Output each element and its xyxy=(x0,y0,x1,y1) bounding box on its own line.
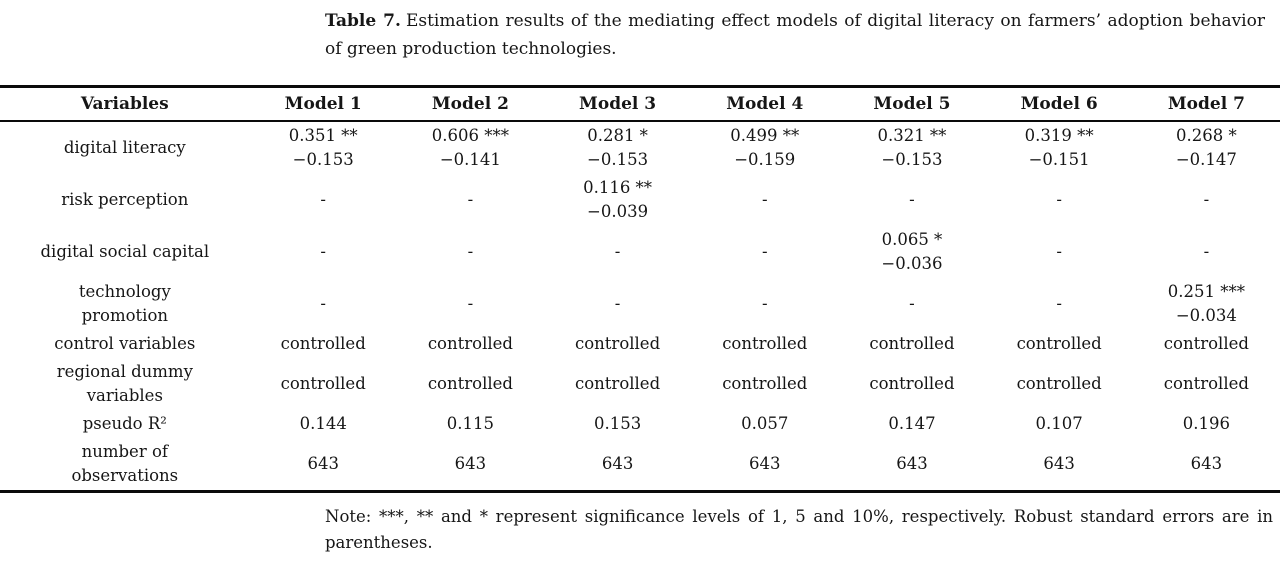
column-header-model1: Model 1 xyxy=(249,86,397,122)
caption-label: Table 7. xyxy=(325,11,401,31)
value-cell: 643 xyxy=(454,454,487,473)
value-cell: - xyxy=(761,190,768,209)
table-header: Variables Model 1 Model 2 Model 3 Model … xyxy=(0,86,1280,122)
value-cell: 0.116 ** −0.039 xyxy=(583,178,653,221)
estimation-table: Variables Model 1 Model 2 Model 3 Model … xyxy=(0,85,1280,493)
column-header-model2: Model 2 xyxy=(396,86,544,122)
value-cell: 643 xyxy=(601,454,634,473)
value-cell: - xyxy=(909,294,915,313)
value-cell: 0.115 xyxy=(446,414,495,433)
value-cell: 0.319 ** −0.151 xyxy=(1024,126,1094,169)
value-cell: 0.153 xyxy=(593,414,642,433)
value-cell: 0.147 xyxy=(888,414,936,433)
table-row: digital social capital - - - - 0.065 * −0.036… xyxy=(0,226,1280,278)
value-cell: 643 xyxy=(749,454,781,473)
value-cell: controlled xyxy=(1016,374,1102,393)
value-cell: 0.065 * −0.036 xyxy=(881,230,943,273)
column-header-model6: Model 6 xyxy=(985,86,1133,122)
value-cell: controlled xyxy=(280,374,366,393)
value-cell: 643 xyxy=(1043,454,1075,473)
value-cell: 0.321 ** −0.153 xyxy=(877,126,947,169)
table-row: control variables controlled controlled con… xyxy=(0,330,1280,358)
value-cell: 0.107 xyxy=(1035,414,1083,433)
table-row: pseudo R² 0.144 0.115 0.153 0.057 0.147 0.107 0… xyxy=(0,410,1280,438)
value-cell: - xyxy=(1056,242,1062,261)
row-label: digital literacy xyxy=(63,138,186,157)
value-cell: - xyxy=(1056,190,1062,209)
table-caption: Table 7. Estimation results of the mediat… xyxy=(325,7,1265,63)
value-cell: controlled xyxy=(722,334,808,353)
column-header-variables: Variables xyxy=(0,86,250,122)
column-header-model7: Model 7 xyxy=(1132,86,1280,122)
table-row: regional dummy variables controlled contro… xyxy=(0,358,1280,410)
row-label: number of observations xyxy=(71,442,179,485)
value-cell: - xyxy=(467,190,474,209)
value-cell: 643 xyxy=(1190,454,1223,473)
value-cell: 0.251 *** −0.034 xyxy=(1167,282,1245,325)
caption-text: Estimation results of the mediating effe… xyxy=(325,11,1265,59)
value-cell: controlled xyxy=(869,374,955,393)
value-cell: 643 xyxy=(307,454,339,473)
value-cell: controlled xyxy=(280,334,366,353)
value-cell: 0.268 * −0.147 xyxy=(1175,126,1237,169)
column-header-model3: Model 3 xyxy=(543,86,692,122)
table-row: digital literacy 0.351 ** −0.153 0.606 ***… xyxy=(0,121,1280,174)
value-cell: 0.057 xyxy=(741,414,789,433)
value-cell: controlled xyxy=(869,334,955,353)
table-note: Note: ***, ** and * represent significan… xyxy=(325,507,1273,552)
value-cell: controlled xyxy=(427,374,513,393)
value-cell: 0.196 xyxy=(1182,414,1230,433)
value-cell: - xyxy=(1056,294,1062,313)
row-label: regional dummy variables xyxy=(56,362,193,405)
row-label: digital social capital xyxy=(40,242,210,261)
row-label: technology promotion xyxy=(78,282,171,325)
value-cell: controlled xyxy=(1163,374,1249,393)
value-cell: 0.351 ** −0.153 xyxy=(288,126,358,169)
value-cell: - xyxy=(1203,190,1210,209)
value-cell: - xyxy=(761,242,768,261)
value-cell: 0.281 * −0.153 xyxy=(587,126,649,169)
value-cell: controlled xyxy=(575,374,661,393)
value-cell: - xyxy=(909,190,915,209)
value-cell: 0.606 *** −0.141 xyxy=(431,126,509,169)
value-cell: controlled xyxy=(575,334,661,353)
value-cell: - xyxy=(761,294,768,313)
column-header-model4: Model 4 xyxy=(691,86,839,122)
value-cell: 643 xyxy=(896,454,928,473)
table-row: technology promotion - - - - - - 0.251 *** −0.0… xyxy=(0,278,1280,330)
value-cell: controlled xyxy=(722,374,808,393)
column-header-model5: Model 5 xyxy=(838,86,986,122)
row-label: pseudo R² xyxy=(82,414,167,433)
table-row: risk perception - - 0.116 ** −0.039 - - - - xyxy=(0,174,1280,226)
value-cell: 0.144 xyxy=(299,414,347,433)
value-cell: controlled xyxy=(1016,334,1102,353)
row-label: risk perception xyxy=(61,190,189,209)
header-row: Variables Model 1 Model 2 Model 3 Model … xyxy=(0,86,1280,122)
value-cell: - xyxy=(320,294,326,313)
row-label: control variables xyxy=(54,334,196,353)
value-cell: - xyxy=(467,294,474,313)
value-cell: - xyxy=(320,242,326,261)
value-cell: - xyxy=(320,190,326,209)
value-cell: controlled xyxy=(1163,334,1249,353)
table-body: digital literacy 0.351 ** −0.153 0.606 ***… xyxy=(0,121,1280,492)
value-cell: - xyxy=(467,242,474,261)
table-row: number of observations 643 643 643 643 643 643… xyxy=(0,438,1280,492)
value-cell: 0.499 ** −0.159 xyxy=(730,126,800,169)
value-cell: - xyxy=(614,294,621,313)
value-cell: - xyxy=(1203,242,1210,261)
value-cell: controlled xyxy=(427,334,513,353)
value-cell: - xyxy=(614,242,621,261)
